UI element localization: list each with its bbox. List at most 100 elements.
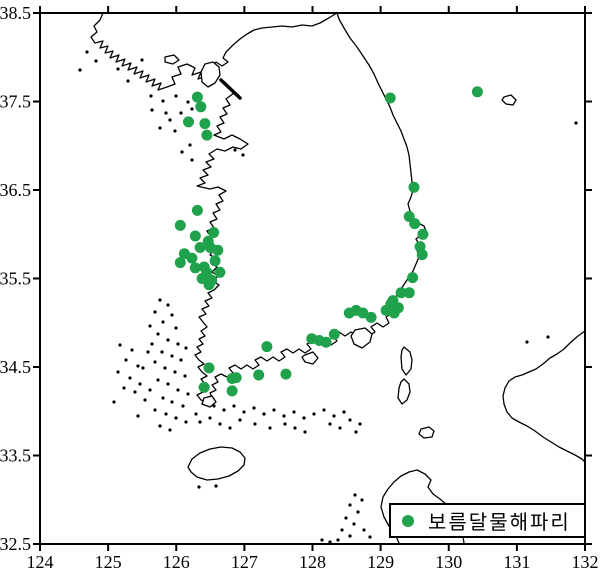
islet-speck [173,129,177,133]
islet-speck [173,370,177,374]
islet-speck [198,420,202,424]
islet-speck [262,412,266,416]
legend-box: 보름달물해파리 [389,503,586,538]
islet-speck [338,426,342,430]
islet-speck [136,364,140,368]
islet-speck [116,67,120,71]
islet-speck [283,422,287,426]
islet-speck [148,388,152,392]
islet-speck [272,408,276,412]
data-point [226,385,238,397]
islet-speck [358,422,362,426]
islet-speck [164,111,168,115]
data-point [206,274,218,286]
data-point [407,272,419,284]
islet-speck [353,493,357,497]
data-point [191,91,203,103]
data-point [408,181,420,193]
islet-speck [344,516,348,520]
islet-speck [164,412,168,416]
islet-speck [233,148,237,152]
islet-speck [328,422,332,426]
data-point [186,252,198,264]
islet-speck [303,430,307,434]
data-point [384,92,396,104]
islet-speck [158,126,162,130]
islet-speck [362,528,366,532]
islet-speck [252,406,256,410]
data-point [214,266,226,278]
y-tick-label: 35.5 [0,269,31,289]
data-point [195,101,207,113]
islet-speck [179,111,183,115]
islet-speck [208,416,212,420]
y-tick-label: 32.5 [0,534,31,554]
islet-speck [222,408,226,412]
islet-speck [340,528,344,532]
islet-speck [352,522,356,526]
data-point [189,230,201,242]
data-point [198,261,210,273]
islet-speck [328,540,332,544]
data-point [395,287,407,299]
islet-speck [168,428,172,432]
y-tick-label: 37.5 [0,92,31,112]
island-outline [501,94,517,106]
data-point [320,336,332,348]
islet-speck [130,348,134,352]
islet-speck [348,418,352,422]
islet-speck [190,158,194,162]
islet-speck [153,360,157,364]
data-point [174,257,186,269]
x-tick-label: 130 [435,552,462,572]
data-point [208,227,220,238]
data-point [174,219,186,231]
island-outline [201,395,217,408]
islet-speck [158,298,162,302]
island-outline [397,378,411,405]
islet-speck [148,324,152,328]
islet-speck [78,68,82,72]
island-outline [350,327,373,349]
islet-speck [186,100,190,104]
islet-speck [238,418,242,422]
islet-speck [94,59,98,63]
data-point [189,262,201,274]
islet-speck [174,326,178,330]
data-point [403,287,415,299]
islet-speck [179,358,183,362]
island-outline [418,426,435,439]
islet-speck [282,414,286,418]
legend-label: 보름달물해파리 [428,512,571,534]
legend-marker-icon [402,514,414,527]
islet-speck [133,390,137,394]
islet-speck [232,404,236,408]
island-outline [187,446,246,481]
islet-speck [354,430,358,434]
x-tick-label: 128 [299,552,326,572]
islet-speck [163,366,167,370]
islet-speck [368,535,372,539]
islet-speck [161,320,165,324]
islet-speck [186,392,190,396]
island-outline [164,54,180,65]
coastline-path [502,330,586,463]
islet-speck [118,343,122,347]
islet-speck [150,108,154,112]
data-point [194,242,206,253]
islet-speck [166,382,170,386]
islet-speck [122,386,126,390]
islet-speck [320,538,324,542]
data-point [199,118,211,130]
data-point [365,311,377,323]
islet-speck [143,398,147,402]
islet-speck [85,50,89,54]
islet-speck [170,400,174,404]
islet-speck [214,484,218,488]
x-tick-label: 124 [27,552,54,572]
islet-speck [228,426,232,430]
islet-speck [146,350,150,354]
islet-speck [356,510,360,514]
islet-speck [183,374,187,378]
